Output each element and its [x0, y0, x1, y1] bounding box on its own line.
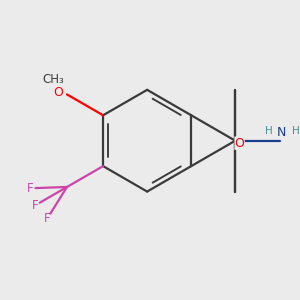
Text: F: F — [44, 212, 51, 225]
Text: O: O — [235, 137, 244, 150]
Text: F: F — [32, 199, 38, 212]
Text: H: H — [292, 126, 300, 136]
Text: CH₃: CH₃ — [43, 73, 64, 86]
Text: F: F — [27, 182, 33, 195]
Text: O: O — [53, 86, 63, 99]
Text: H: H — [265, 126, 273, 136]
Text: N: N — [277, 125, 286, 139]
